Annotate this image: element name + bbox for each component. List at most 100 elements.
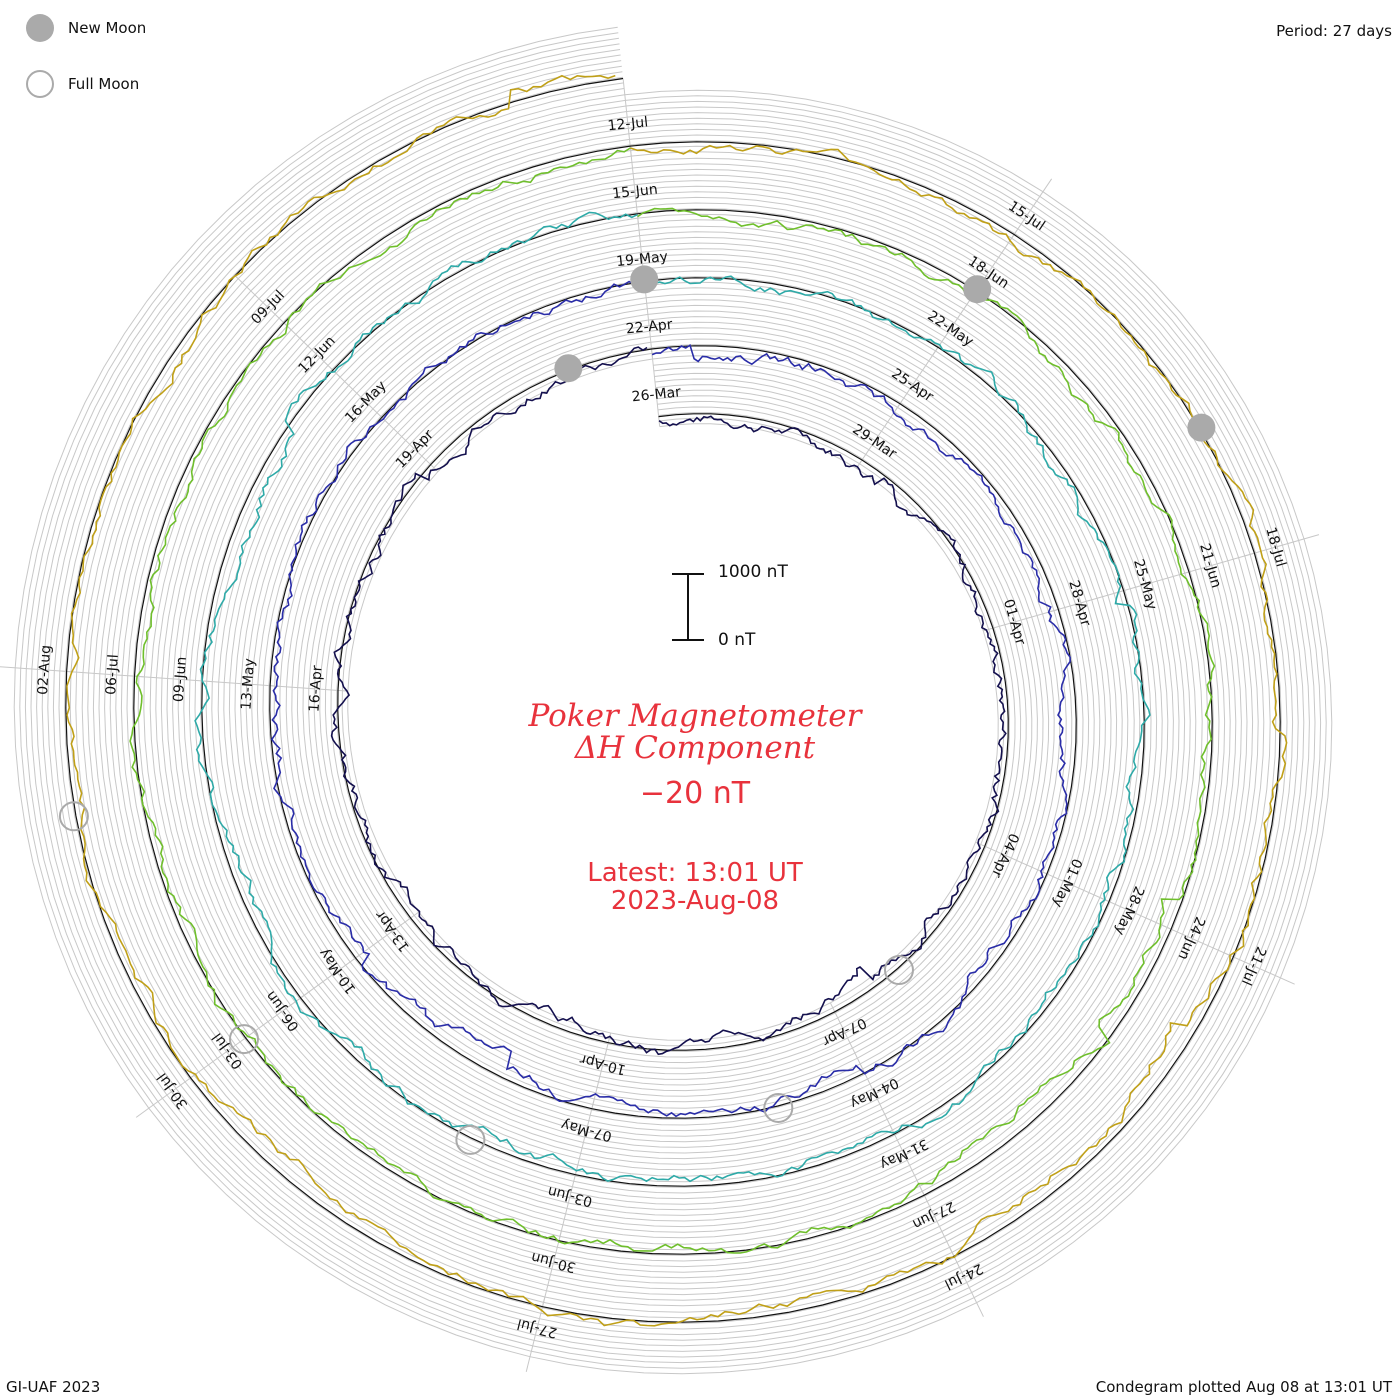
chart-title-line2: ΔH Component xyxy=(574,730,816,766)
date-tick-label: 09-Jun xyxy=(171,656,190,703)
radial-tick-line xyxy=(203,680,281,687)
radial-tick-line xyxy=(575,1098,595,1175)
grid-spiral-4 xyxy=(52,65,1294,1336)
date-tick-label: 01-May xyxy=(1049,856,1085,910)
legend-full-moon: Full Moon xyxy=(26,70,139,98)
legend-new-moon-label: New Moon xyxy=(68,19,147,37)
full-moon-marker xyxy=(883,955,914,986)
radial-tick-line xyxy=(894,347,939,413)
radial-tick-line xyxy=(975,841,1047,875)
radial-tick-line xyxy=(1179,552,1254,576)
grid-spiral-6 xyxy=(41,54,1305,1347)
data-trace-cycle-1 xyxy=(330,346,1007,1056)
radial-tick-line xyxy=(855,404,900,469)
radial-tick-line xyxy=(284,323,341,378)
grid-spiral-7 xyxy=(36,49,1310,1352)
date-tick-label: 31-May xyxy=(877,1135,931,1172)
legend-full-moon-label: Full Moon xyxy=(68,75,140,93)
radial-tick-line xyxy=(355,911,420,958)
date-tick-label: 07-Apr xyxy=(820,1014,869,1049)
radial-tick-line xyxy=(0,666,77,673)
radial-tick-line xyxy=(651,349,661,427)
radial-tick-line xyxy=(235,275,292,331)
radial-tick-line xyxy=(382,417,439,472)
full-moon-marker xyxy=(58,801,89,832)
grid-spiral-11 xyxy=(13,26,1333,1375)
date-tick-label: 04-Apr xyxy=(988,831,1022,880)
date-tick-label: 18-Jul xyxy=(1262,525,1289,568)
latest-date: 2023-Aug-08 xyxy=(610,886,780,916)
period-label: Period: 27 days xyxy=(1276,22,1392,40)
grid-spiral-3 xyxy=(58,71,1288,1330)
new-moon-marker xyxy=(1187,413,1216,442)
date-tick-label: 06-Jul xyxy=(103,654,122,696)
data-trace-cycle-2 xyxy=(270,280,1071,1118)
full-moon-marker xyxy=(763,1092,794,1123)
radial-tick-line xyxy=(949,1247,984,1317)
radial-tick-line xyxy=(525,1296,546,1372)
radial-tick-line xyxy=(1099,897,1171,930)
date-tick-label: 26-Mar xyxy=(631,384,682,405)
radial-tick-line xyxy=(300,951,364,998)
radial-tick-line xyxy=(135,1071,199,1118)
date-tick-label: 28-May xyxy=(1111,884,1147,938)
radial-tick-line xyxy=(1244,534,1320,557)
radial-tick-line xyxy=(1161,924,1233,958)
legend-new-moon: New Moon xyxy=(26,14,146,42)
full-moon-marker xyxy=(228,1024,259,1055)
date-tick-label: 04-May xyxy=(847,1074,901,1111)
grid-spiral-8 xyxy=(30,43,1316,1358)
radial-tick-line xyxy=(1008,178,1053,244)
full-moon-icon xyxy=(26,70,54,98)
date-tick-label: 22-Apr xyxy=(625,317,673,338)
radial-tick-line xyxy=(983,609,1058,632)
baseline-spiral xyxy=(65,77,1281,1323)
new-moon-marker xyxy=(554,354,583,383)
new-moon-marker xyxy=(630,265,659,294)
radial-tick-line xyxy=(1048,590,1124,613)
chart-title-line1: Poker Magnetometer xyxy=(528,698,862,734)
date-tick-label: 02-Aug xyxy=(35,644,54,695)
radial-tick-line xyxy=(859,1063,895,1134)
grid-spiral-10 xyxy=(19,32,1327,1369)
full-moon-marker xyxy=(455,1124,486,1155)
radial-tick-line xyxy=(622,79,632,157)
radial-tick-line xyxy=(333,370,390,425)
date-tick-label: 03-Jul xyxy=(209,1030,246,1072)
plotted-timestamp: Condegram plotted Aug 08 at 13:01 UT xyxy=(1095,1378,1392,1396)
data-trace-cycle-3 xyxy=(194,211,1151,1183)
date-tick-label: 12-Jul xyxy=(607,114,649,134)
credit-label: GI-UAF 2023 xyxy=(6,1378,101,1396)
radial-tick-line xyxy=(135,675,213,683)
radial-tick-line xyxy=(1037,869,1109,902)
new-moon-icon xyxy=(26,14,54,42)
radial-tick-line xyxy=(190,1031,254,1078)
radial-tick-line xyxy=(591,1032,612,1109)
radial-tick-line xyxy=(558,1164,579,1241)
grid-spiral-9 xyxy=(24,37,1322,1364)
current-value: −20 nT xyxy=(639,776,751,811)
grid-spiral-5 xyxy=(47,60,1299,1341)
radial-tick-line xyxy=(67,670,145,678)
data-trace-cycle-4 xyxy=(129,147,1216,1254)
date-tick-label: 13-May xyxy=(238,658,258,711)
radial-tick-line xyxy=(1113,571,1189,594)
new-moon-marker xyxy=(963,275,992,304)
grid-spiral-1 xyxy=(69,82,1277,1319)
date-tick-label: 19-May xyxy=(615,249,668,270)
date-tick-label: 24-Jun xyxy=(1175,914,1208,962)
date-tick-label: 16-Apr xyxy=(306,665,325,713)
radial-tick-line xyxy=(245,991,309,1038)
radial-tick-line xyxy=(889,1124,925,1195)
date-tick-label: 15-Jun xyxy=(612,182,659,203)
radial-tick-line xyxy=(919,1185,955,1256)
latest-time: Latest: 13:01 UT xyxy=(587,858,803,888)
radial-tick-line xyxy=(542,1230,562,1307)
radial-tick-line xyxy=(629,146,639,224)
grid-spiral-2 xyxy=(64,76,1282,1324)
scale-bottom-label: 0 nT xyxy=(718,630,756,650)
data-trace-cycle-5 xyxy=(66,74,1288,1327)
scale-top-label: 1000 nT xyxy=(718,562,788,582)
